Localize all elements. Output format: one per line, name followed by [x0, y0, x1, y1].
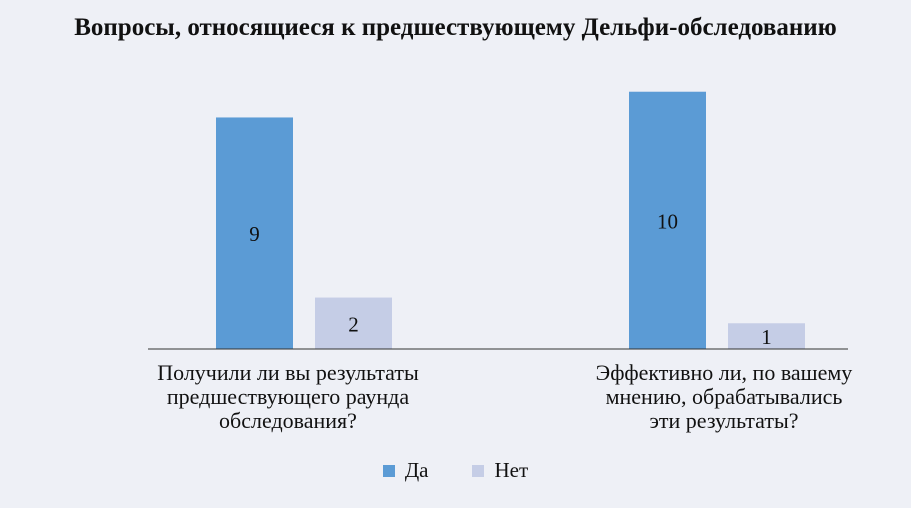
bar-no-1: [315, 297, 392, 349]
bar-no-2: [728, 323, 805, 349]
legend: Да Нет: [0, 458, 911, 483]
bar-yes-1: [216, 117, 293, 349]
category-label-2-line-3: эти результаты?: [649, 408, 799, 433]
legend-item-no: Нет: [472, 458, 528, 483]
category-label-1-line-1: Получили ли вы результаты: [157, 360, 419, 385]
legend-label-yes: Да: [404, 458, 429, 482]
category-label-1: Получили ли вы результаты предшествующег…: [123, 361, 453, 433]
category-label-1-line-3: обследования?: [219, 408, 357, 433]
category-label-2-line-1: Эффективно ли, по вашему: [595, 360, 853, 385]
legend-item-yes: Да: [382, 458, 429, 483]
category-label-1-line-2: предшествующего раунда: [166, 384, 410, 409]
legend-swatch-yes: [382, 464, 395, 477]
data-label-no-1: 2: [348, 312, 359, 336]
data-label-yes-2: 10: [657, 209, 678, 233]
chart-title: Вопросы, относящиеся к предшествующему Д…: [74, 14, 837, 41]
data-label-yes-1: 9: [249, 222, 260, 246]
category-label-2: Эффективно ли, по вашему мнению, обрабат…: [559, 361, 889, 433]
category-label-2-line-2: мнению, обрабатывались: [605, 384, 843, 409]
data-label-no-2: 1: [761, 325, 772, 349]
bar-yes-2: [629, 91, 706, 350]
legend-swatch-no: [472, 464, 485, 477]
legend-label-no: Нет: [494, 458, 529, 482]
